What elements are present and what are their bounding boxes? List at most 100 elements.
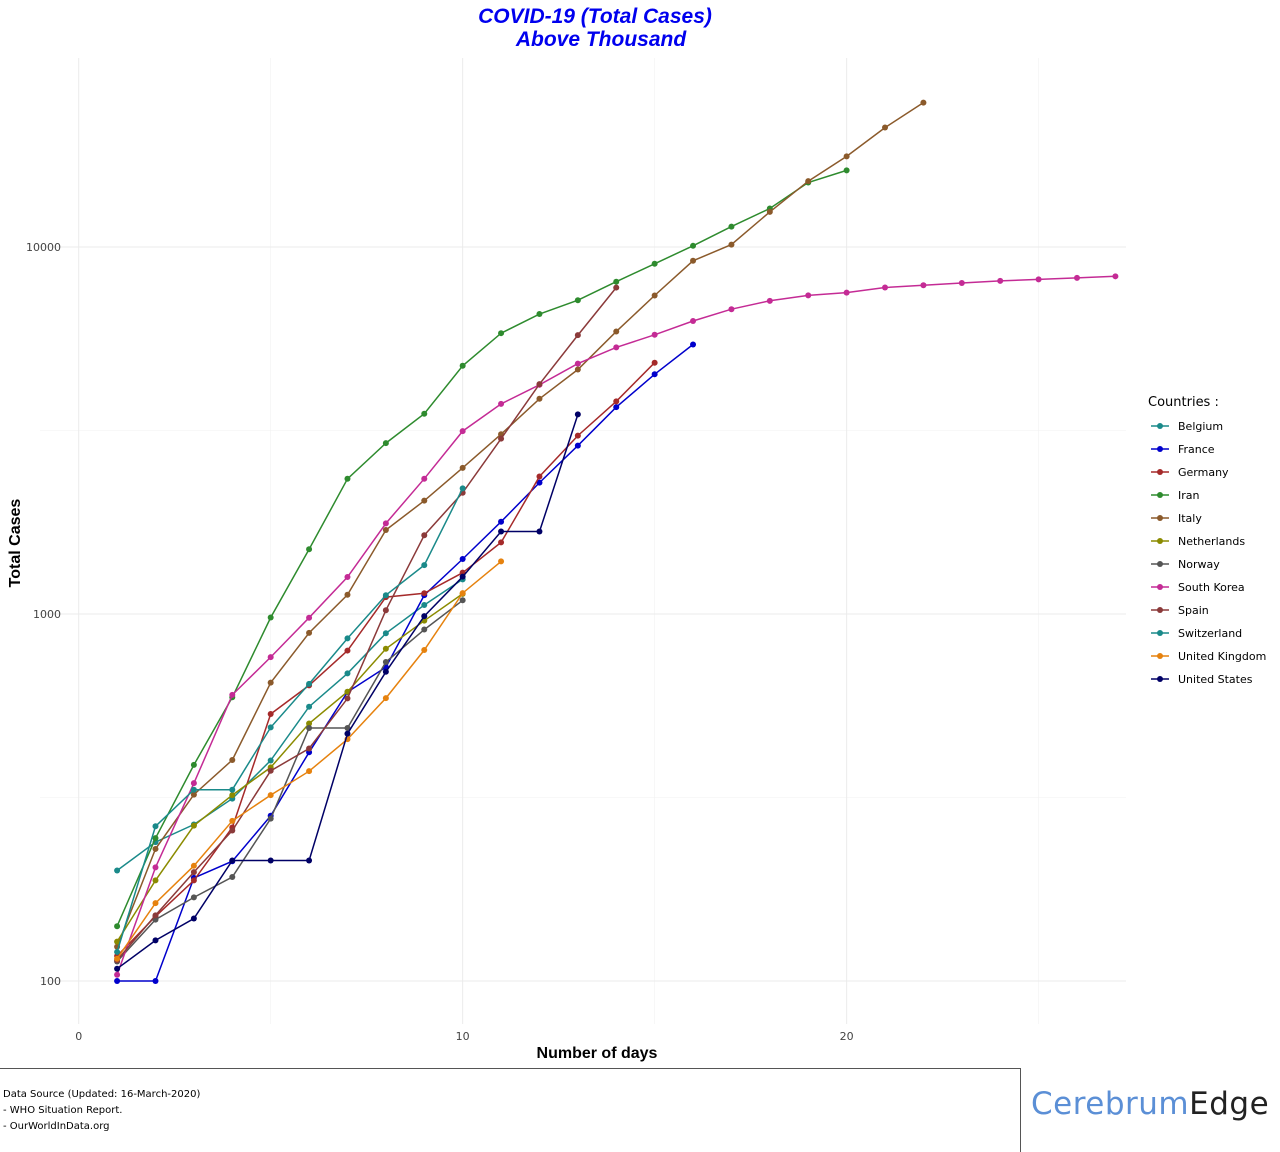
point-italy [843,153,850,160]
legend-key-point-united-kingdom [1157,653,1163,659]
legend-title: Countries : [1148,395,1219,410]
point-norway [421,626,428,633]
legend-key-point-norway [1157,561,1163,567]
point-italy [536,395,543,402]
point-italy [306,629,313,636]
point-italy [690,257,697,264]
legend-key-point-switzerland [1157,630,1163,636]
point-spain [574,332,581,339]
point-netherlands [382,645,389,652]
point-spain [229,827,236,834]
point-france [613,404,620,411]
point-france [152,978,159,984]
point-switzerland [421,562,428,569]
source-line-1: - WHO Situation Report. [3,1105,123,1116]
point-iran [152,835,159,842]
legend-label-iran: Iran [1178,489,1200,502]
point-belgium [421,602,428,609]
point-united-states [229,857,236,864]
series-line-switzerland [116,487,464,953]
point-south-korea [1112,273,1119,280]
legend-key-point-south-korea [1157,584,1163,590]
point-iran [114,923,121,930]
point-germany [651,359,658,366]
point-south-korea [344,574,351,581]
point-south-korea [382,520,389,527]
point-spain [190,869,197,876]
point-italy [651,292,658,299]
legend-label-united-kingdom: United Kingdom [1178,650,1266,663]
series-line-netherlands [116,593,464,943]
point-united-kingdom [267,792,274,799]
point-netherlands [190,822,197,829]
point-iran [382,440,389,447]
point-germany [536,473,543,480]
point-france [690,341,697,348]
point-italy [574,366,581,373]
point-south-korea [152,864,159,871]
point-switzerland [152,823,159,830]
series-line-norway [116,599,464,963]
legend-key-point-germany [1157,469,1163,475]
point-spain [344,695,351,702]
x-tick-label: 20 [840,1030,854,1043]
point-united-states [498,528,505,535]
point-united-states [421,613,428,620]
legend-key-point-spain [1157,607,1163,613]
point-italy [267,679,274,686]
point-iran [344,475,351,482]
point-south-korea [690,318,697,325]
point-switzerland [190,786,197,793]
point-spain [536,381,543,388]
point-south-korea [997,277,1004,284]
grid-minor [40,58,1126,1024]
chart-title: COVID-19 (Total Cases) [478,5,712,28]
point-south-korea [498,400,505,407]
point-spain [152,912,159,919]
point-iran [690,242,697,249]
series-line-spain [116,287,617,961]
point-united-kingdom [459,590,466,597]
point-france [651,371,658,378]
point-switzerland [344,635,351,642]
point-south-korea [651,331,658,338]
point-belgium [114,867,121,874]
point-united-kingdom [498,558,505,565]
point-south-korea [1074,274,1080,281]
point-germany [267,710,274,717]
point-united-states [306,857,313,864]
point-iran [498,330,505,337]
legend-label-belgium: Belgium [1178,420,1223,433]
point-south-korea [114,971,121,978]
point-italy [459,464,466,471]
point-germany [613,398,620,405]
point-iran [536,311,543,318]
point-united-kingdom [114,955,121,962]
point-south-korea [1035,276,1042,283]
legend-label-switzerland: Switzerland [1178,627,1242,640]
point-italy [613,328,620,335]
legend-key-point-united-states [1157,676,1163,682]
point-switzerland [114,948,121,955]
point-italy [152,845,159,852]
point-italy [728,241,735,248]
point-germany [574,432,581,439]
series-line-italy [116,101,924,947]
point-netherlands [152,877,159,884]
point-united-states [536,528,543,535]
point-italy [190,791,197,798]
source-title: Data Source (Updated: 16-March-2020) [3,1089,201,1100]
point-france [459,556,466,563]
point-italy [766,208,773,215]
series-line-belgium [116,578,464,872]
point-iran [651,260,658,267]
legend-label-italy: Italy [1178,512,1202,525]
point-united-states [152,937,159,944]
point-south-korea [920,282,927,289]
point-united-kingdom [421,646,428,653]
point-spain [498,435,505,442]
x-tick-label: 0 [75,1030,82,1043]
point-switzerland [267,724,274,731]
point-norway [229,874,236,881]
legend-label-germany: Germany [1178,466,1229,479]
